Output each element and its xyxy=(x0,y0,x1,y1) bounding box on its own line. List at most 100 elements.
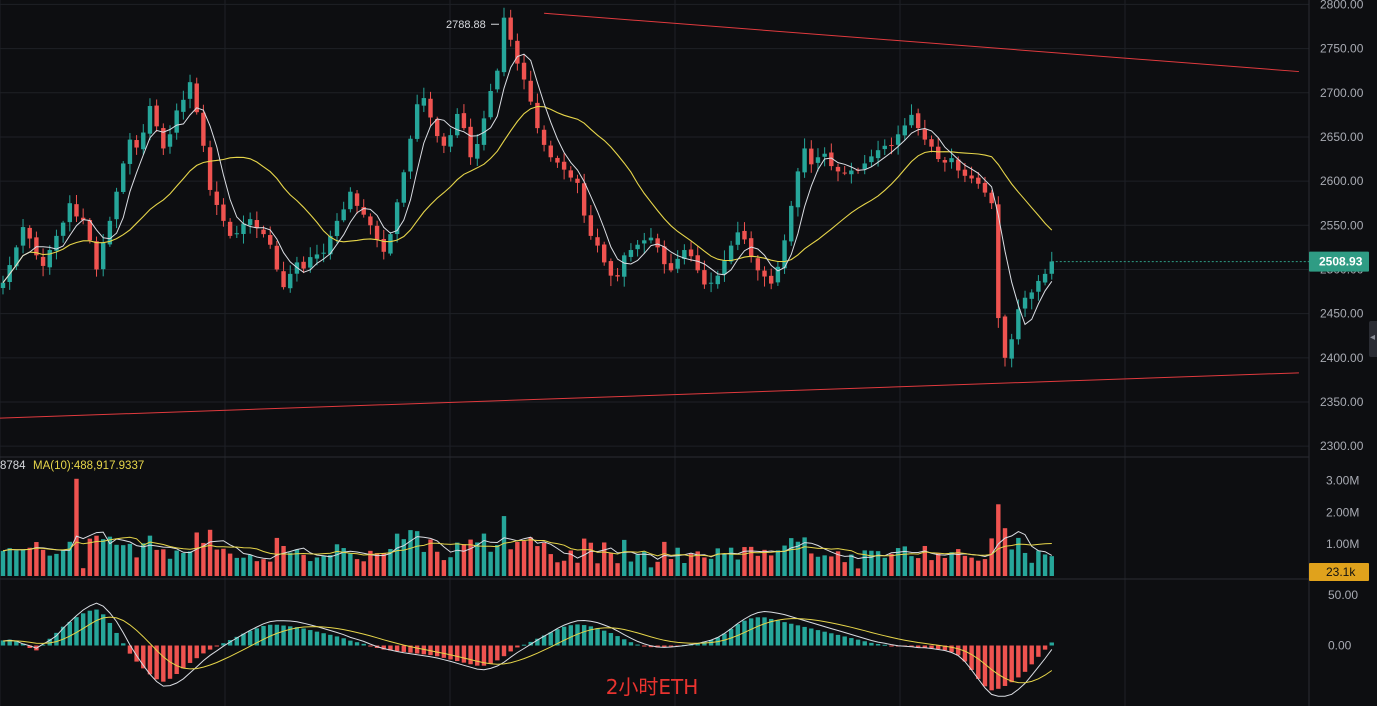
volume-bar xyxy=(247,554,253,576)
volume-bar xyxy=(261,559,266,576)
volume-bar xyxy=(668,559,674,576)
candle xyxy=(388,231,393,256)
candle-body xyxy=(67,203,72,223)
candle-body xyxy=(515,40,520,64)
candlesticks xyxy=(0,7,1054,368)
volume-bar xyxy=(234,557,239,576)
candle-body xyxy=(608,261,614,276)
candle-body xyxy=(869,156,874,163)
volume-bar xyxy=(254,561,260,576)
candle-body xyxy=(835,166,841,172)
volume-bar xyxy=(54,553,59,576)
volume-pane[interactable]: 8784 MA(10):488,917.9337 xyxy=(0,460,1054,576)
macd-bar xyxy=(762,617,767,646)
candle xyxy=(181,90,186,120)
candle xyxy=(829,143,834,171)
candle-body xyxy=(428,98,433,118)
candle xyxy=(675,250,680,274)
macd-bar xyxy=(461,645,467,663)
volume-bar xyxy=(1009,549,1014,576)
macd-bar xyxy=(742,620,747,646)
macd-bar xyxy=(962,645,968,662)
candle-body xyxy=(187,82,193,99)
candle-body xyxy=(742,230,747,240)
candle-body xyxy=(795,171,801,208)
macd-bar xyxy=(301,628,306,646)
candle-body xyxy=(368,216,373,226)
macd-bar xyxy=(869,642,874,646)
macd-bar xyxy=(161,645,166,682)
candle xyxy=(655,233,660,253)
candle xyxy=(842,165,847,176)
side-collapse-handle[interactable]: ◂ xyxy=(1369,321,1377,357)
macd-bar xyxy=(949,645,954,653)
volume-bar xyxy=(822,555,827,576)
candle-body xyxy=(501,17,507,73)
macd-bar xyxy=(214,645,219,647)
candle xyxy=(882,139,887,156)
candle xyxy=(688,241,694,262)
macd-bar xyxy=(922,645,928,648)
price-pane[interactable]: 2788.88 xyxy=(0,7,1299,429)
candle-body xyxy=(1029,292,1034,299)
candle-body xyxy=(889,145,894,147)
candle-body xyxy=(301,261,306,269)
candle-body xyxy=(388,234,393,254)
candle-body xyxy=(107,220,113,245)
candle-body xyxy=(895,134,901,145)
candle-body xyxy=(268,235,273,245)
volume-bar xyxy=(915,558,921,576)
macd-bar xyxy=(101,614,106,646)
candle-body xyxy=(121,163,126,192)
macd-bar xyxy=(67,621,72,646)
volume-bar xyxy=(388,548,393,576)
candle-body xyxy=(1016,309,1021,340)
candle xyxy=(508,9,513,47)
macd-bar xyxy=(141,645,146,669)
volume-bar xyxy=(241,557,246,576)
current-price-tag: 2508.93 xyxy=(1051,251,1369,272)
macd-pane[interactable]: 2小时ETH xyxy=(0,602,1054,699)
volume-bar xyxy=(401,539,406,576)
macd-bar xyxy=(154,645,159,680)
volume-bar xyxy=(274,537,280,576)
candle xyxy=(622,252,627,287)
volume-bar xyxy=(982,559,988,576)
macd-bar xyxy=(74,617,79,646)
volume-bar xyxy=(341,548,346,576)
candle xyxy=(902,118,907,141)
macd-bar xyxy=(1036,645,1041,657)
macd-bar xyxy=(134,645,139,662)
candle xyxy=(695,245,700,274)
candle-body xyxy=(421,98,427,106)
volume-bar xyxy=(895,548,901,576)
candle-body xyxy=(822,153,827,157)
volume-bar xyxy=(581,538,587,576)
candle-body xyxy=(481,118,487,145)
candle-body xyxy=(288,273,293,289)
candle xyxy=(134,135,139,155)
macd-bar xyxy=(635,644,640,646)
candle xyxy=(835,163,841,182)
macd-bar xyxy=(942,645,948,651)
macd-bar xyxy=(602,630,607,646)
candle xyxy=(628,243,634,262)
candle-body xyxy=(962,169,968,176)
chart-caption: 2小时ETH xyxy=(606,675,699,699)
macd-bar xyxy=(782,622,787,646)
macd-bar xyxy=(421,645,427,655)
volume-bar xyxy=(655,561,660,576)
volume-bar xyxy=(695,551,700,576)
volume-bar xyxy=(688,553,694,576)
volume-bar xyxy=(334,544,340,576)
macd-bar xyxy=(261,625,266,646)
macd-bar xyxy=(241,633,246,646)
macd-bar xyxy=(662,645,667,648)
macd-bar xyxy=(254,628,260,646)
candle-body xyxy=(488,91,493,118)
candle xyxy=(555,155,560,168)
candle-body xyxy=(1042,273,1048,283)
candle xyxy=(54,229,59,260)
volume-bar xyxy=(181,553,186,576)
